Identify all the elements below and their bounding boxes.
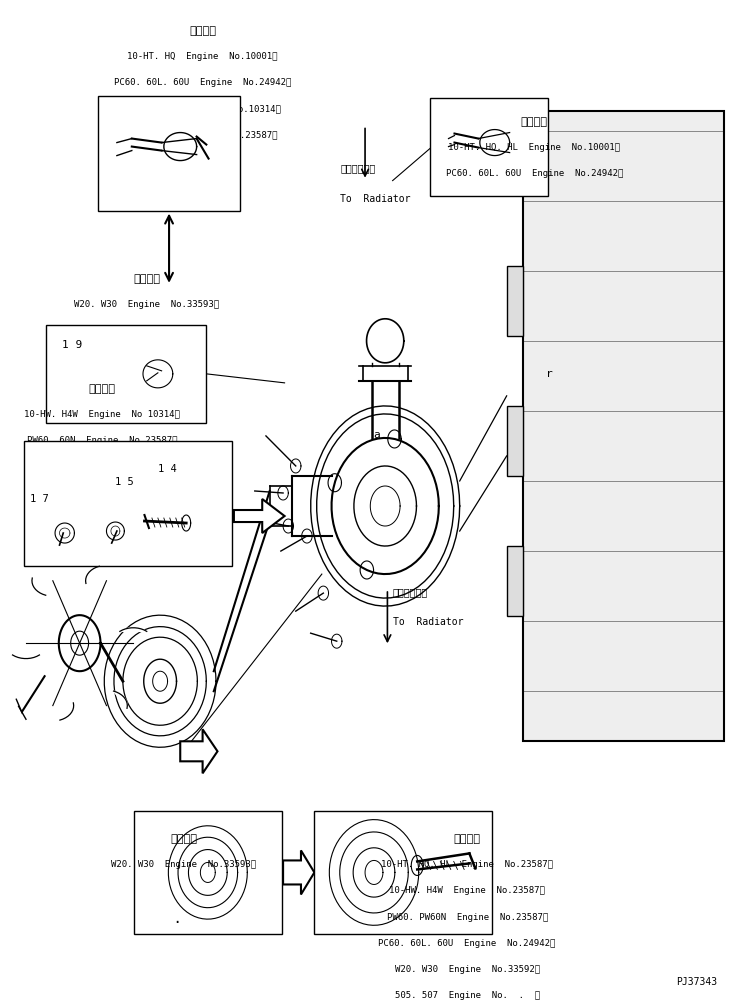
Bar [506,406,523,476]
Text: r: r [546,368,553,378]
Text: PC60. 60L. 60U  Engine  No.24942～: PC60. 60L. 60U Engine No.24942～ [378,938,556,947]
Bar [430,98,548,197]
Text: 適用号機: 適用号機 [88,383,115,393]
Text: .: . [174,908,179,926]
Text: 適用号機: 適用号機 [133,274,160,284]
Bar [506,547,523,617]
Text: PW60. PW60N  Engine  No.23587～: PW60. PW60N Engine No.23587～ [387,912,548,921]
Bar [314,811,491,934]
Text: 1 5: 1 5 [114,476,133,486]
Polygon shape [180,729,218,773]
Polygon shape [120,628,147,632]
Text: PC60. 60L. 60U  Engine  No.24942～: PC60. 60L. 60U Engine No.24942～ [114,78,291,87]
Text: ラジエータへ: ラジエータへ [340,163,375,174]
Polygon shape [85,567,99,584]
Bar [134,811,281,934]
Text: 10-HT. HQ. HL  Engine  No.23587～: 10-HT. HQ. HL Engine No.23587～ [381,860,554,869]
Polygon shape [32,579,46,596]
Text: W20. W30  Engine  No.33593～: W20. W30 Engine No.33593～ [111,860,257,869]
Text: 10-HT. HQ. HL  Engine  No.10001～: 10-HT. HQ. HL Engine No.10001～ [448,142,620,151]
Polygon shape [114,691,127,708]
Bar [46,325,206,423]
Text: 10-HW. H4W  Engine  No.10314～: 10-HW. H4W Engine No.10314～ [125,104,280,113]
Text: 10-HW. H4W  Engine  No.23587～: 10-HW. H4W Engine No.23587～ [389,886,545,895]
Text: 適用号機: 適用号機 [189,26,216,36]
Text: W20. W30  Engine  No.33592～: W20. W30 Engine No.33592～ [395,964,540,973]
Text: 10-HT. HQ  Engine  No.10001～: 10-HT. HQ Engine No.10001～ [127,52,278,61]
Text: ラジエータへ: ラジエータへ [393,587,428,597]
Text: 適用号機: 適用号機 [171,833,197,844]
Text: W20. W30  Engine  No.33593～: W20. W30 Engine No.33593～ [74,300,219,309]
Text: 1 4: 1 4 [158,463,177,473]
Bar [506,267,523,336]
Text: 505. 507  Engine  No.  .  ～: 505. 507 Engine No. . ～ [395,990,540,999]
Text: 適用号機: 適用号機 [453,833,481,844]
Text: 10-HW. H4W  Engine  No 10314～: 10-HW. H4W Engine No 10314～ [24,409,180,418]
Text: PJ37343: PJ37343 [675,976,717,986]
Text: PC60. 60L. 60U  Engine  No.24942～: PC60. 60L. 60U Engine No.24942～ [446,169,623,178]
Text: To  Radiator: To Radiator [393,617,463,627]
Polygon shape [283,851,314,895]
Bar [98,96,240,212]
Text: PW60. 60N  Engine  No.23587～: PW60. 60N Engine No.23587～ [127,130,278,139]
Bar [24,441,233,567]
Text: 適用号機: 適用号機 [521,116,548,126]
Text: PW60. 60N  Engine  No.23587～: PW60. 60N Engine No.23587～ [27,435,177,444]
Text: 1 7: 1 7 [30,493,49,504]
Text: 1 9: 1 9 [63,339,83,349]
Polygon shape [60,703,73,720]
Text: To  Radiator: To Radiator [340,194,411,204]
Bar [523,111,724,741]
Polygon shape [234,499,284,534]
Text: a: a [373,429,380,439]
Polygon shape [13,655,40,659]
